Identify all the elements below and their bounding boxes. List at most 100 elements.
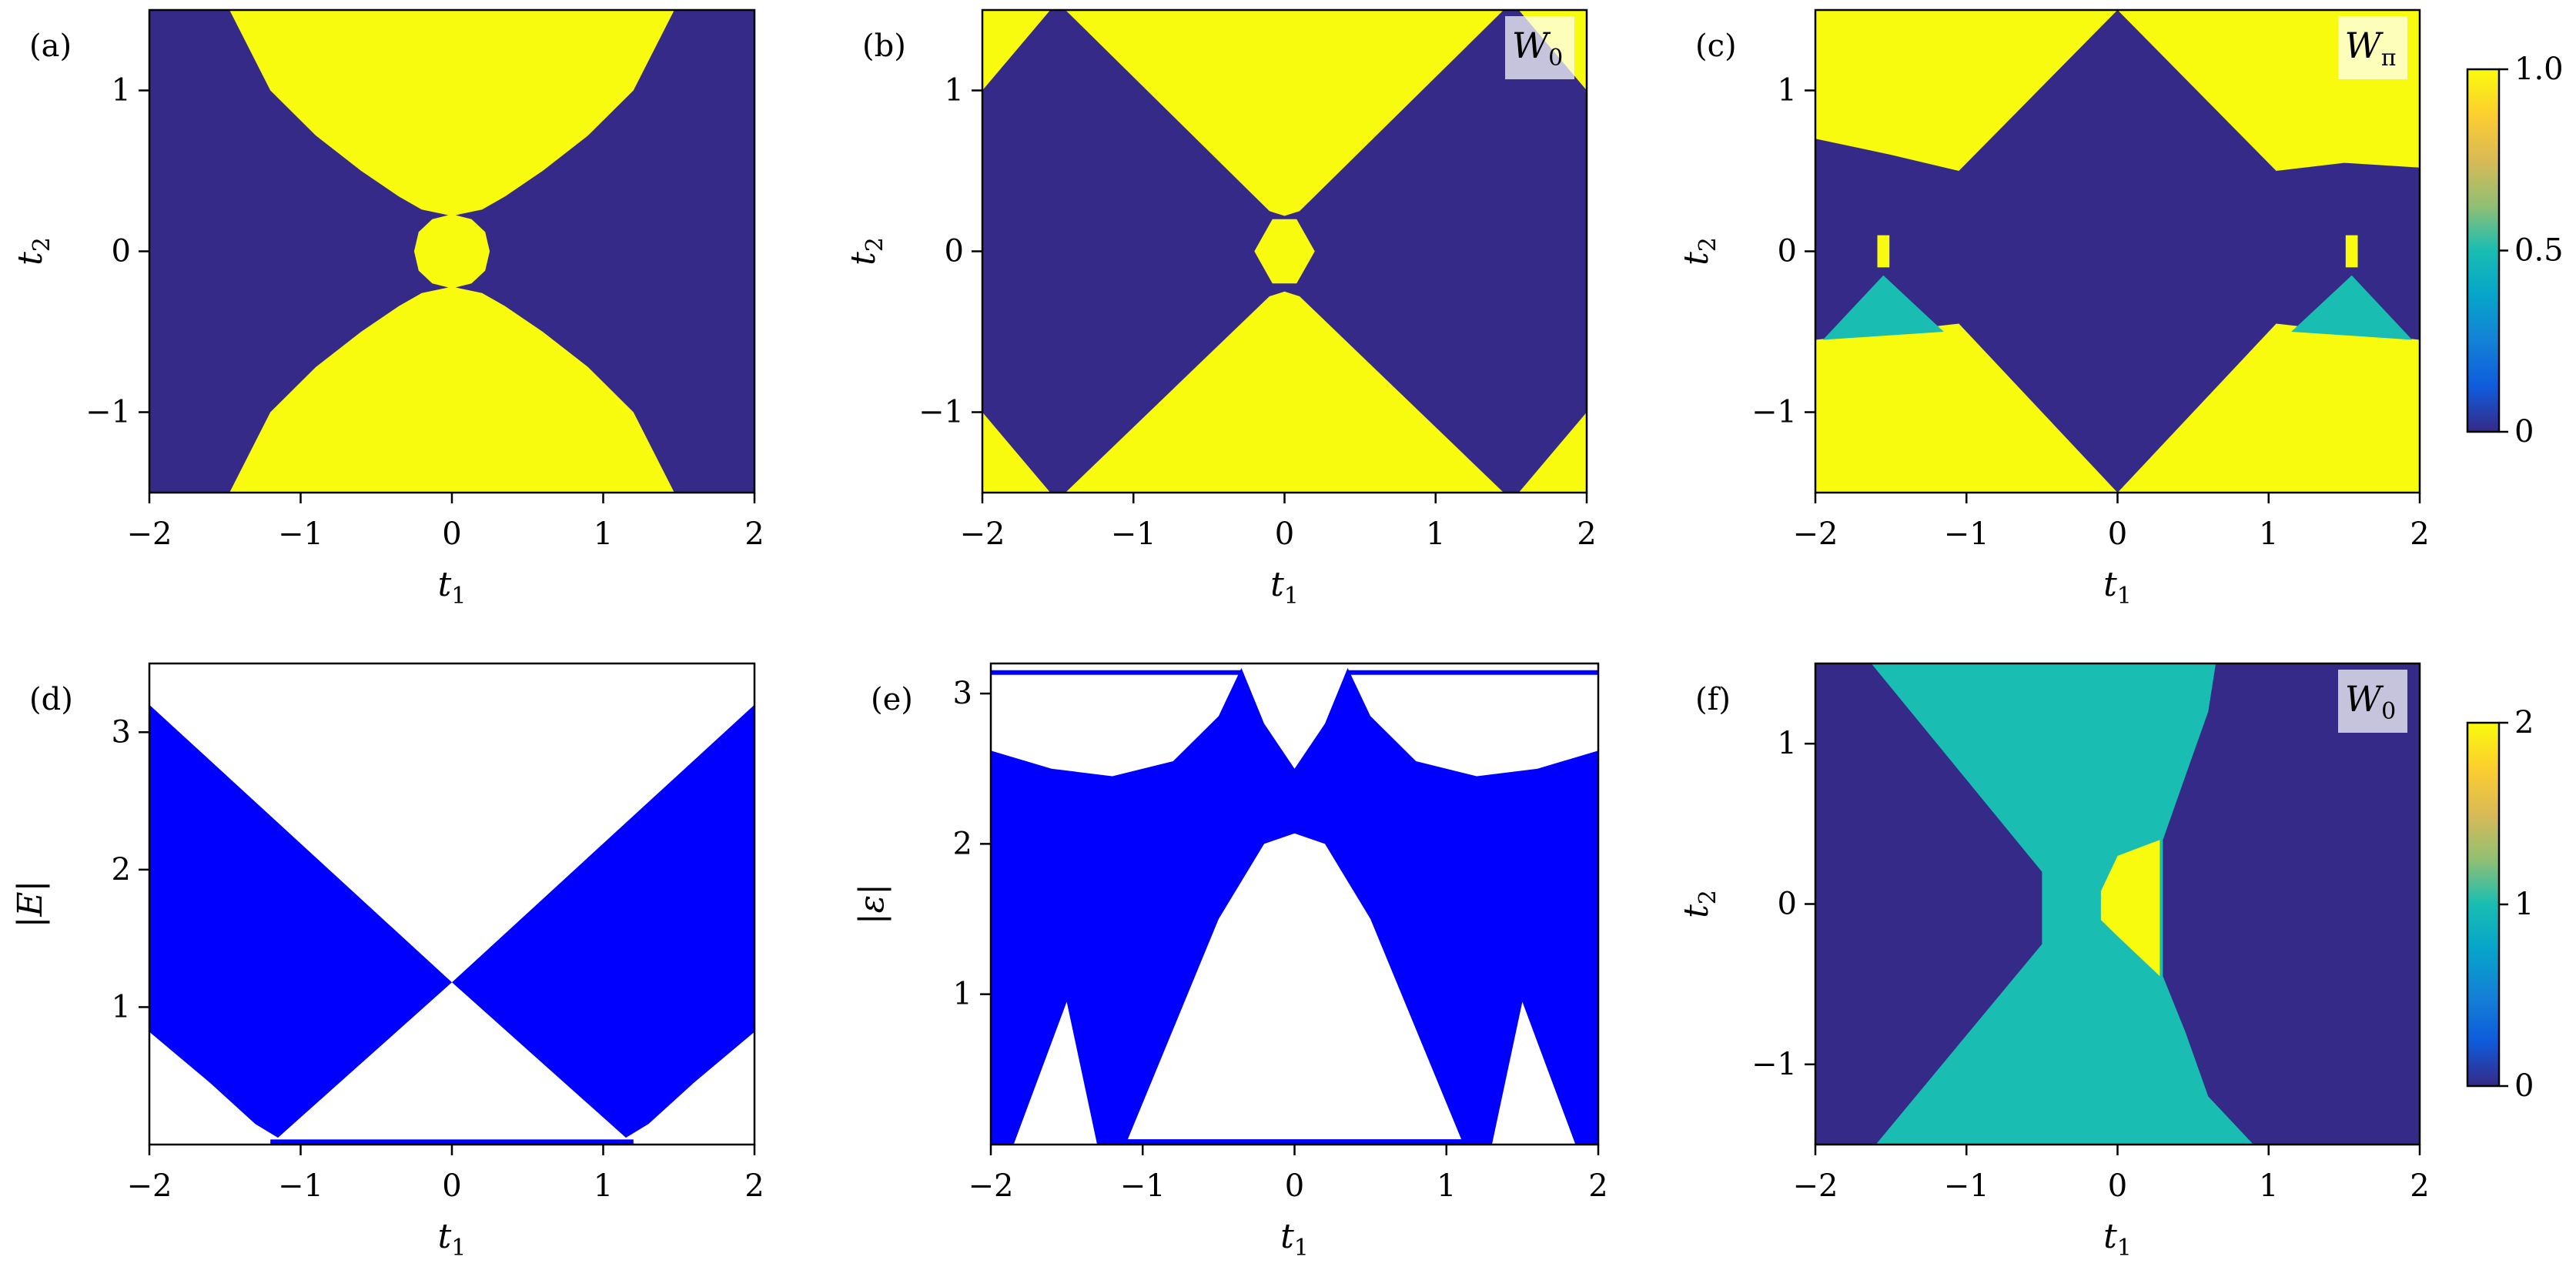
region (1518, 412, 1587, 493)
x-tick-label: −2 (1793, 516, 1838, 552)
y-tick-label: 1 (953, 977, 972, 1012)
y-axis-label-main: t (1677, 252, 1716, 266)
y-tick-label: 3 (953, 676, 972, 711)
annotation-box (2338, 16, 2407, 79)
x-tick-label: −2 (127, 1168, 172, 1204)
x-tick-label: 2 (1577, 516, 1596, 552)
y-axis-label-main: t (1677, 904, 1716, 918)
annotation-sub: π (2381, 45, 2397, 72)
y-axis-label-sub: 2 (1694, 237, 1721, 252)
plot-area (1815, 663, 2420, 1145)
y-axis-label: |E| (11, 881, 50, 928)
region (1254, 219, 1315, 284)
x-tick-label: −1 (1944, 516, 1989, 552)
y-tick-label: −1 (918, 395, 964, 430)
y-axis-label-main: t (844, 252, 883, 266)
x-axis-label-sub: 1 (2117, 583, 2132, 610)
x-axis-label: t1 (1270, 565, 1299, 610)
y-tick-label: 0 (112, 234, 131, 269)
annotation-main: W (2345, 25, 2384, 66)
x-axis-label: t1 (1280, 1217, 1309, 1262)
x-tick-label: 2 (1588, 1168, 1607, 1204)
x-axis-label: t1 (2103, 1217, 2132, 1262)
x-tick-label: 0 (2108, 1168, 2127, 1204)
x-axis-label-sub: 1 (451, 1235, 466, 1262)
plot-area (982, 10, 1587, 493)
y-axis-label: |ε| (852, 884, 892, 924)
x-axis-label-main: t (1270, 565, 1284, 604)
plot-area (149, 704, 754, 1145)
y-axis-label-sub: 2 (861, 237, 888, 252)
plot-area (1815, 10, 2420, 493)
panel-label: (f) (1695, 682, 1731, 717)
colorbar-tick-label: 0 (2514, 414, 2534, 450)
region (1815, 323, 2118, 493)
y-tick-label: 1 (1778, 726, 1797, 761)
region (2100, 840, 2160, 977)
y-tick-label: 1 (112, 73, 131, 109)
x-tick-label: 2 (744, 516, 764, 552)
y-axis-label: t2 (11, 237, 55, 266)
region (229, 286, 674, 493)
x-tick-label: 0 (442, 516, 461, 552)
x-tick-label: 1 (1426, 516, 1445, 552)
x-axis-label-sub: 1 (1294, 1235, 1309, 1262)
x-tick-label: 1 (594, 516, 613, 552)
y-tick-label: 1 (112, 989, 131, 1024)
x-tick-label: 2 (744, 1168, 764, 1204)
annotation-box (2338, 670, 2407, 733)
region (1815, 10, 2118, 171)
y-tick-label: 2 (112, 852, 131, 887)
colorbar (2466, 68, 2501, 433)
x-axis-label-main: t (438, 565, 452, 604)
x-tick-label: 1 (594, 1168, 613, 1204)
y-tick-label: 2 (953, 826, 972, 861)
y-tick-label: 3 (112, 714, 131, 750)
y-tick-label: 0 (945, 234, 964, 269)
region (1065, 291, 1504, 493)
y-axis-label: t2 (1677, 237, 1721, 266)
region (1871, 663, 2254, 1145)
x-axis-label-main: t (2103, 565, 2117, 604)
x-tick-label: 0 (2108, 516, 2127, 552)
plot-area (149, 10, 754, 493)
x-tick-label: 1 (2259, 1168, 2278, 1204)
annotation-sub: 0 (2381, 698, 2396, 725)
x-tick-label: 2 (2410, 516, 2429, 552)
x-tick-label: −1 (1120, 1168, 1166, 1204)
y-axis-label: t2 (1677, 890, 1721, 918)
y-tick-label: −1 (1751, 1047, 1797, 1082)
y-tick-label: 0 (1778, 234, 1797, 269)
x-tick-label: −2 (127, 516, 172, 552)
annotation: W0 (1512, 25, 1563, 72)
annotation: W0 (2345, 678, 2396, 725)
y-axis-label: t2 (844, 237, 888, 266)
panel-label: (c) (1695, 28, 1737, 64)
y-tick-label: 1 (1778, 73, 1797, 109)
x-tick-label: 0 (442, 1168, 461, 1204)
y-tick-label: −1 (85, 395, 131, 430)
x-axis-label-main: t (438, 1217, 452, 1256)
band (991, 667, 1598, 1145)
annotation-sub: 0 (1548, 45, 1563, 72)
band (149, 704, 754, 1138)
x-axis-label: t1 (438, 1217, 467, 1262)
panel-label: (a) (29, 28, 72, 64)
x-tick-label: 2 (2410, 1168, 2429, 1204)
region (1877, 235, 1890, 268)
x-tick-label: −1 (278, 516, 323, 552)
colorbar-tick-label: 1 (2514, 887, 2534, 922)
panel-label: (e) (871, 682, 913, 717)
x-axis-label-sub: 1 (2117, 1235, 2132, 1262)
x-tick-label: −1 (1111, 516, 1156, 552)
y-tick-label: 0 (1778, 887, 1797, 922)
colorbar-tick-label: 1.0 (2514, 52, 2564, 87)
region (982, 412, 1051, 493)
y-axis-label-main: t (11, 252, 50, 266)
annotation-main: W (1512, 25, 1551, 66)
x-tick-label: −1 (1944, 1168, 1989, 1204)
annotation: Wπ (2345, 25, 2397, 72)
x-tick-label: 1 (2259, 516, 2278, 552)
plot-area (991, 667, 1598, 1145)
